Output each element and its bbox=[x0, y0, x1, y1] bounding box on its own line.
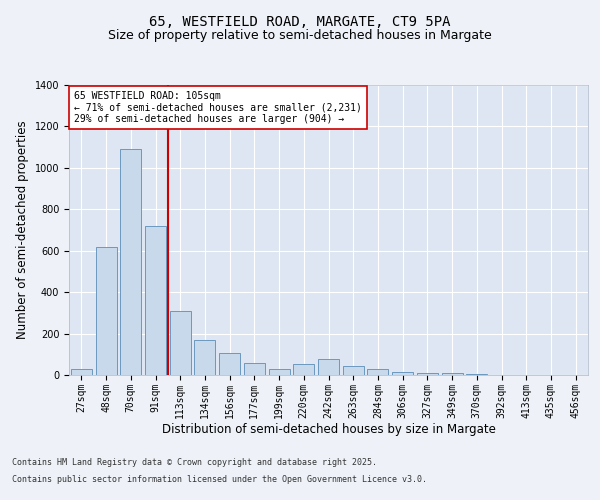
Text: Contains HM Land Registry data © Crown copyright and database right 2025.: Contains HM Land Registry data © Crown c… bbox=[12, 458, 377, 467]
Text: Size of property relative to semi-detached houses in Margate: Size of property relative to semi-detach… bbox=[108, 30, 492, 43]
Bar bbox=[219, 353, 240, 375]
Text: 65 WESTFIELD ROAD: 105sqm
← 71% of semi-detached houses are smaller (2,231)
29% : 65 WESTFIELD ROAD: 105sqm ← 71% of semi-… bbox=[74, 91, 362, 124]
Bar bbox=[145, 226, 166, 375]
Bar bbox=[194, 340, 215, 375]
Y-axis label: Number of semi-detached properties: Number of semi-detached properties bbox=[16, 120, 29, 340]
Bar bbox=[293, 364, 314, 375]
Bar bbox=[244, 362, 265, 375]
Bar bbox=[442, 374, 463, 375]
Bar bbox=[343, 366, 364, 375]
Bar bbox=[95, 246, 116, 375]
Bar bbox=[367, 369, 388, 375]
Bar bbox=[392, 372, 413, 375]
Bar bbox=[269, 369, 290, 375]
Bar bbox=[417, 373, 438, 375]
X-axis label: Distribution of semi-detached houses by size in Margate: Distribution of semi-detached houses by … bbox=[161, 424, 496, 436]
Bar bbox=[318, 360, 339, 375]
Bar bbox=[170, 311, 191, 375]
Bar bbox=[466, 374, 487, 375]
Text: Contains public sector information licensed under the Open Government Licence v3: Contains public sector information licen… bbox=[12, 474, 427, 484]
Bar bbox=[71, 369, 92, 375]
Bar bbox=[120, 149, 141, 375]
Text: 65, WESTFIELD ROAD, MARGATE, CT9 5PA: 65, WESTFIELD ROAD, MARGATE, CT9 5PA bbox=[149, 16, 451, 30]
